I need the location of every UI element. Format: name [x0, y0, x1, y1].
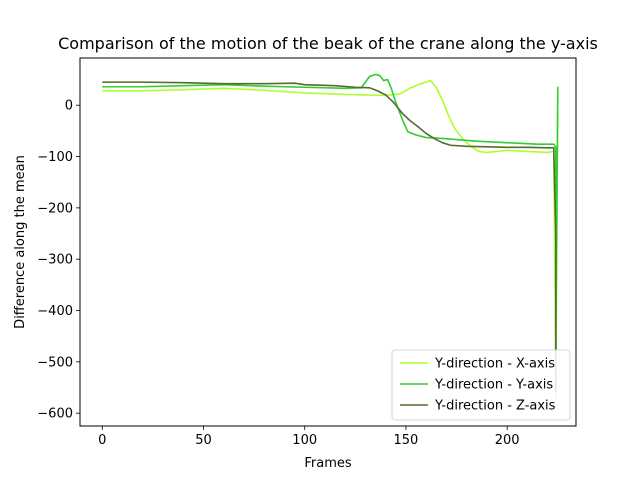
- legend-label-1: Y-direction - X-axis: [434, 357, 555, 372]
- x-tick-label: 100: [292, 433, 317, 448]
- y-tick-label: −500: [37, 355, 73, 370]
- series-line-3: [102, 81, 557, 393]
- series-line-1: [102, 79, 559, 402]
- x-tick-label: 0: [98, 433, 106, 448]
- x-tick-label: 150: [394, 433, 419, 448]
- legend-label-2: Y-direction - Y-axis: [434, 378, 553, 393]
- y-tick-label: −400: [37, 304, 73, 319]
- legend-label-3: Y-direction - Z-axis: [434, 399, 556, 414]
- y-tick-label: −200: [37, 201, 73, 216]
- series-line-2: [102, 73, 559, 363]
- y-tick-label: −100: [37, 150, 73, 165]
- x-axis-label: Frames: [304, 456, 352, 471]
- y-tick-label: 0: [65, 99, 73, 114]
- plot-frame: [79, 57, 577, 427]
- y-tick-label: −600: [37, 407, 73, 422]
- x-tick-label: 50: [195, 433, 212, 448]
- y-tick-label: −300: [37, 253, 73, 268]
- legend-box: [391, 349, 571, 421]
- x-tick-label: 200: [495, 433, 520, 448]
- y-axis-label: Difference along the mean: [13, 155, 28, 329]
- chart-title: Comparison of the motion of the beak of …: [58, 34, 598, 53]
